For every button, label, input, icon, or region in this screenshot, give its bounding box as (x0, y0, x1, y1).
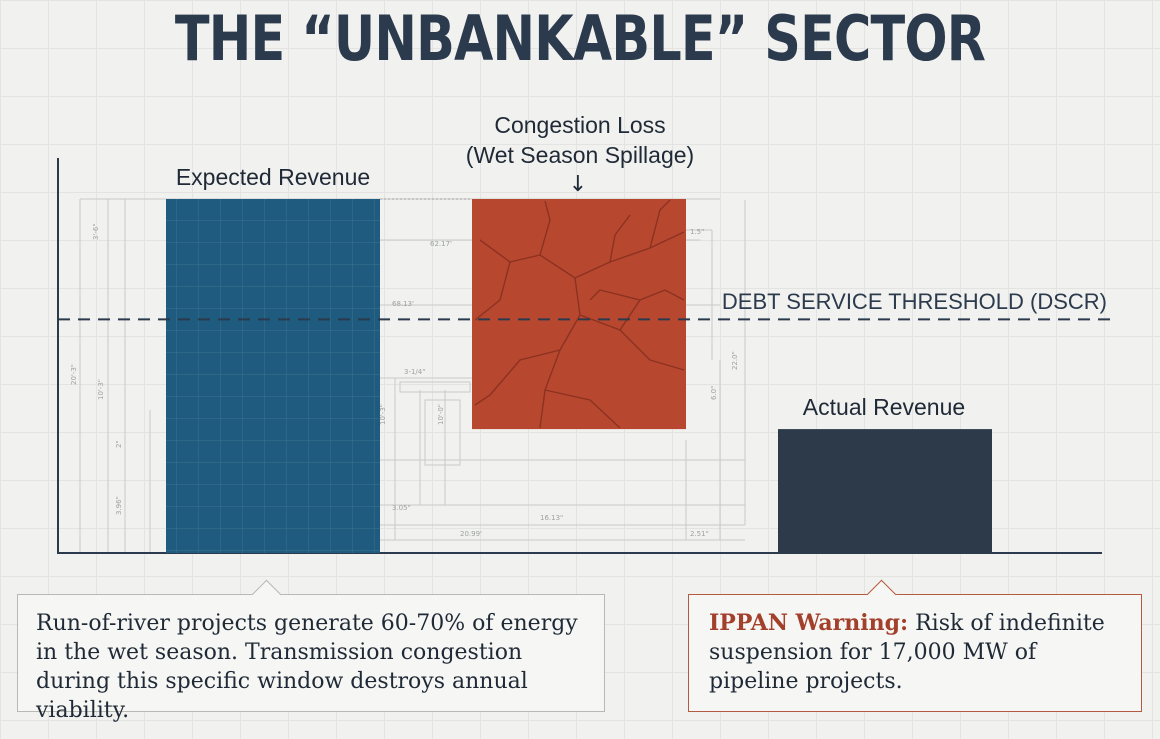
bar-expected-grid-texture (166, 199, 380, 553)
label-congestion-loss-line2: (Wet Season Spillage) (466, 142, 694, 168)
dim-label: 3-1/4" (404, 368, 425, 376)
dim-label: 10'-3" (379, 404, 387, 425)
label-expected-revenue: Expected Revenue (176, 164, 370, 190)
threshold-label: DEBT SERVICE THRESHOLD (DSCR) (722, 289, 1107, 314)
dim-label: 6.0" (710, 386, 718, 400)
blueprint-background (79, 198, 746, 553)
info-text-left: Run-of-river projects generate 60-70% of… (36, 611, 578, 723)
dim-label: 2.51" (690, 530, 709, 538)
dim-label: 3.05" (392, 504, 411, 512)
dim-label: 16.13" (540, 514, 563, 522)
label-congestion-loss-line1: Congestion Loss (494, 112, 665, 138)
dim-label: 10'-3" (97, 379, 105, 400)
warning-text: IPPAN Warning: Risk of indefinite suspen… (689, 595, 1141, 710)
bar-actual-revenue (778, 429, 992, 553)
dim-label: 3.96" (115, 496, 123, 515)
dim-label: 68.13' (392, 300, 414, 308)
dim-label: 20'-3" (70, 364, 78, 385)
dim-label: 10'-0" (437, 404, 445, 425)
down-arrow-icon: ↓ (569, 172, 587, 197)
info-box-left: Run-of-river projects generate 60-70% of… (17, 579, 605, 723)
bar-congestion-loss (472, 199, 686, 430)
warning-box: IPPAN Warning: Risk of indefinite suspen… (688, 579, 1142, 712)
dim-label: 2" (115, 440, 123, 448)
warning-body: Risk of indefinite suspension for 17,000… (709, 611, 1105, 694)
label-actual-revenue: Actual Revenue (803, 394, 965, 420)
dim-label: 22.0" (731, 351, 739, 370)
blueprint-dimension-labels: 3'-6" 62.17' 68.13' 3-1/4" 20'-3" 10'-3"… (70, 223, 739, 538)
warning-label: IPPAN Warning: (709, 610, 909, 636)
page-title: THE “UNBANKABLE” SECTOR (174, 2, 986, 75)
dim-label: 62.17' (430, 240, 452, 248)
dim-label: 20.99' (460, 530, 482, 538)
dim-label: 1.5" (690, 228, 704, 236)
crack-texture (474, 199, 685, 429)
dim-label: 3'-6" (92, 223, 100, 240)
